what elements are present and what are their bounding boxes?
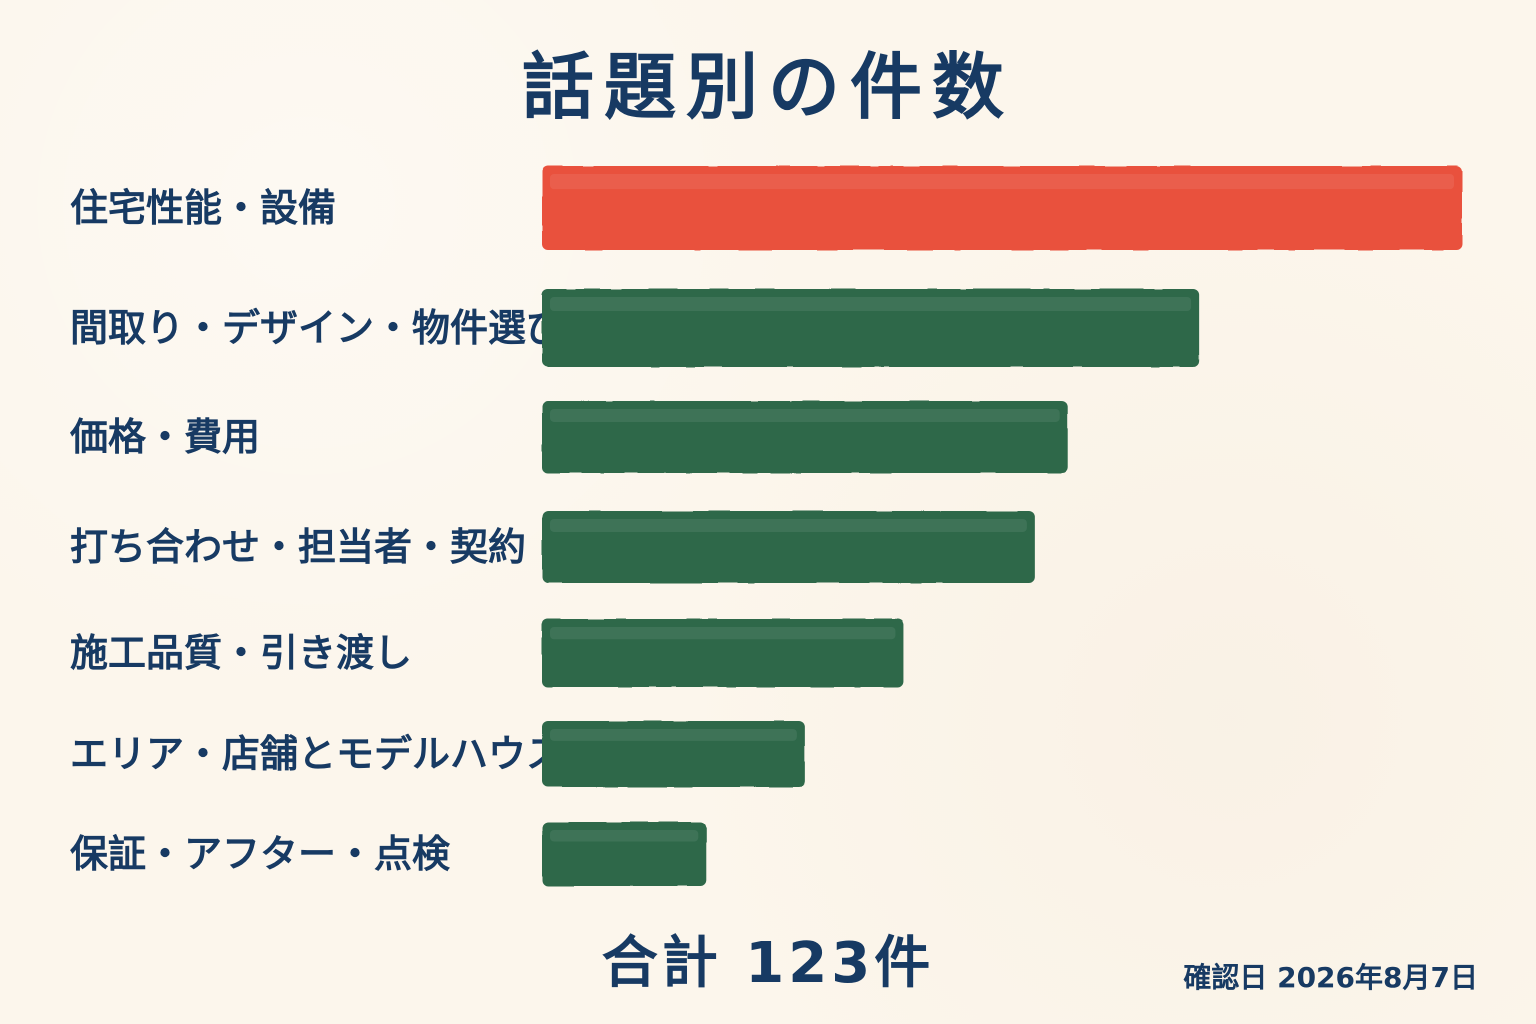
bar-sheen-6 [550, 830, 699, 842]
category-label-5: エリア・店舗とモデルハウス [70, 732, 564, 776]
bar-2 [542, 401, 1068, 473]
bar-sheen-1 [550, 297, 1192, 312]
check-date: 確認日 2026年8月7日 [1183, 961, 1478, 994]
category-label-2: 価格・費用 [69, 415, 260, 459]
bars [542, 166, 1462, 886]
bar-6 [542, 822, 707, 886]
bar-5 [542, 721, 805, 787]
total-count: 合計 123件 [601, 931, 935, 996]
bar-3 [542, 511, 1035, 583]
bar-sheen-4 [550, 627, 896, 640]
bar-sheen-0 [550, 174, 1454, 190]
bar-1 [542, 289, 1200, 367]
bar-sheen-3 [550, 519, 1027, 532]
bar-0 [542, 166, 1462, 250]
category-label-0: 住宅性能・設備 [70, 186, 336, 230]
category-label-1: 間取り・デザイン・物件選び [70, 306, 564, 350]
category-label-4: 施工品質・引き渡し [70, 631, 412, 675]
category-label-3: 打ち合わせ・担当者・契約 [70, 525, 526, 569]
bar-4 [542, 619, 904, 687]
bar-sheen-5 [550, 729, 797, 741]
chart-title: 話題別の件数 [521, 45, 1014, 129]
bar-sheen-2 [550, 409, 1060, 422]
category-label-6: 保証・アフター・点検 [70, 832, 451, 876]
category-labels: 住宅性能・設備間取り・デザイン・物件選び価格・費用打ち合わせ・担当者・契約施工品… [69, 186, 564, 876]
